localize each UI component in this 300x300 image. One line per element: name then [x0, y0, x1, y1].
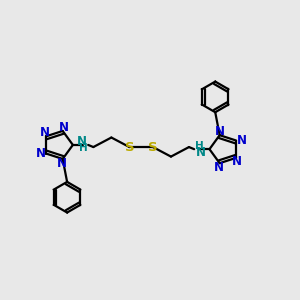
Text: N: N [36, 147, 46, 160]
Text: N: N [57, 157, 67, 169]
Text: N: N [214, 161, 224, 174]
Text: H: H [79, 143, 88, 154]
Text: N: N [196, 146, 206, 159]
Text: N: N [58, 121, 69, 134]
Text: N: N [77, 135, 87, 148]
Text: N: N [232, 155, 242, 169]
Text: S: S [148, 141, 158, 154]
Text: S: S [124, 141, 134, 154]
Text: N: N [215, 124, 225, 138]
Text: N: N [236, 134, 246, 147]
Text: N: N [40, 126, 50, 139]
Text: H: H [195, 141, 203, 151]
